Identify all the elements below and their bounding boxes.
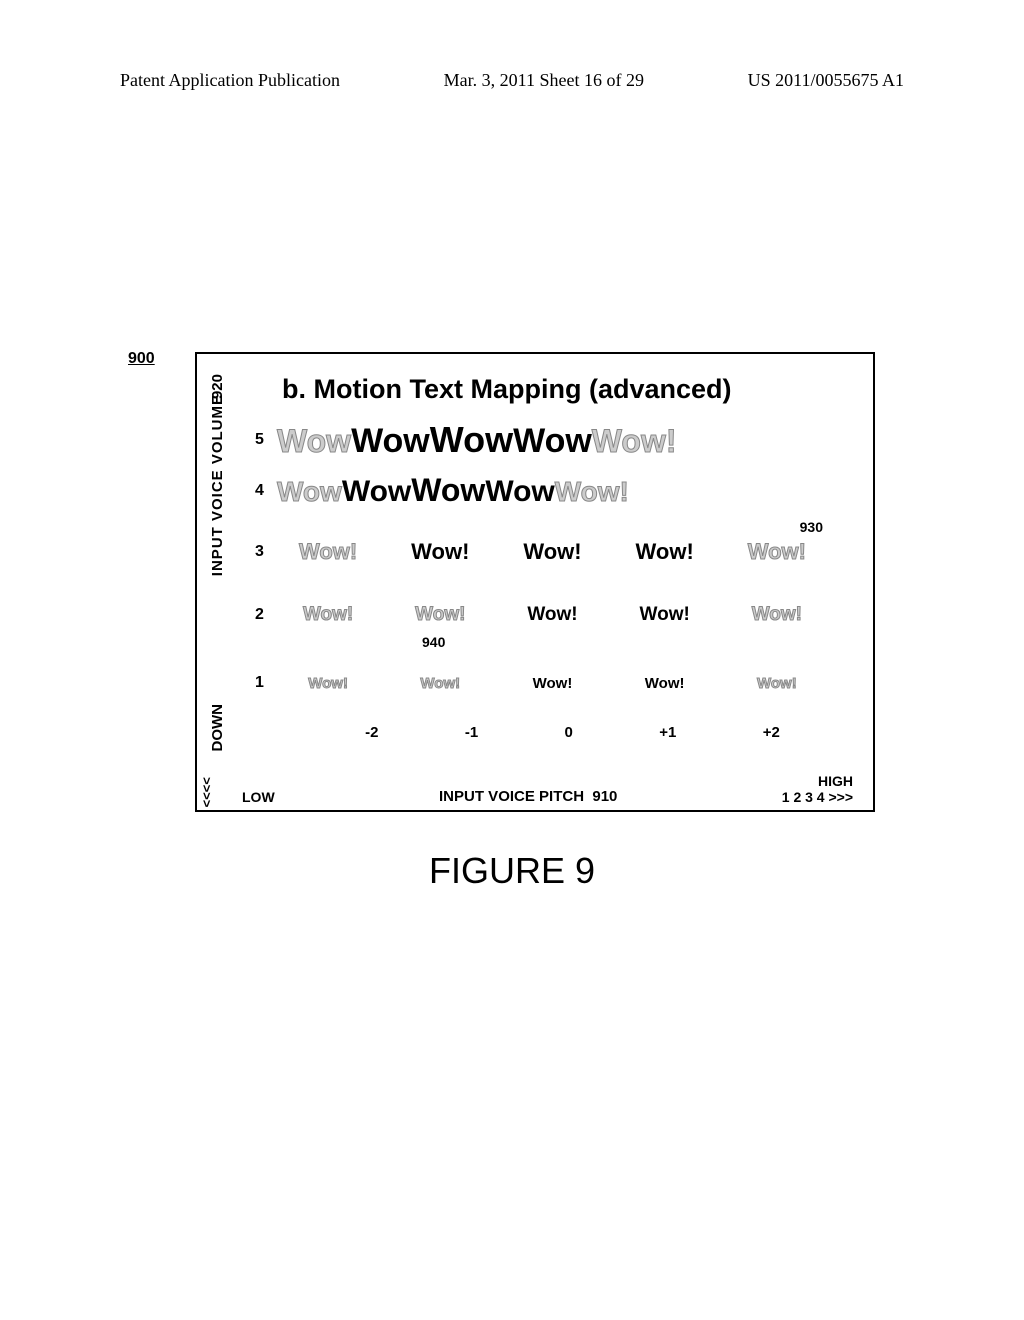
wow-cell: Wow xyxy=(411,472,485,509)
x-tick: -1 xyxy=(465,724,478,741)
grid-row-3: 3 Wow! Wow! Wow! Wow! Wow! xyxy=(247,539,863,565)
grid-row-5: 5 Wow Wow Wow Wow Wow! xyxy=(247,419,863,461)
row-num: 3 xyxy=(247,543,272,561)
row-num: 2 xyxy=(247,606,272,624)
wow-cell: Wow! xyxy=(415,604,465,626)
wow-cell: Wow! xyxy=(645,675,685,692)
x-tick-labels: -2 -1 0 +1 +2 xyxy=(322,724,823,741)
x-tick: +2 xyxy=(763,724,780,741)
wow-cell: Wow! xyxy=(299,539,357,565)
wow-cell: Wow! xyxy=(752,604,802,626)
wow-cell: Wow! xyxy=(303,604,353,626)
x-tick: +1 xyxy=(659,724,676,741)
wow-cell: Wow! xyxy=(757,675,797,692)
wow-cell: Wow! xyxy=(640,604,690,626)
x-tick: -2 xyxy=(365,724,378,741)
ref-940: 940 xyxy=(422,634,445,650)
wow-cell: Wow xyxy=(513,422,592,461)
x-axis-title-row: LOW INPUT VOICE PITCH 910 HIGH 1 2 3 4 >… xyxy=(197,773,873,805)
wow-cell: Wow xyxy=(485,475,554,509)
grid-row-2: 2 Wow! Wow! Wow! Wow! Wow! xyxy=(247,604,863,626)
wow-cell: Wow xyxy=(277,476,342,508)
wow-cell: Wow xyxy=(430,419,513,461)
wow-cell: Wow! xyxy=(555,476,629,508)
wow-cell: Wow! xyxy=(636,539,694,565)
x-axis-ref: 910 xyxy=(592,788,617,805)
figure-reference: 900 xyxy=(128,350,155,368)
wow-cell: Wow! xyxy=(411,539,469,565)
header-right: US 2011/0055675 A1 xyxy=(748,70,904,91)
x-low-label: LOW xyxy=(242,789,275,805)
x-axis-label: INPUT VOICE PITCH xyxy=(439,788,584,805)
header-left: Patent Application Publication xyxy=(120,70,340,91)
wow-cell: Wow! xyxy=(748,539,806,565)
x-high-nums: 1 2 3 4 >>> xyxy=(782,789,853,805)
wow-cell: Wow! xyxy=(420,675,460,692)
y-axis-down: DOWN xyxy=(209,704,226,752)
wow-cell: Wow xyxy=(351,422,430,461)
row-num: 4 xyxy=(247,482,272,500)
diagram-title: b. Motion Text Mapping (advanced) xyxy=(282,374,732,405)
wow-cell: Wow! xyxy=(592,423,677,460)
wow-cell: Wow xyxy=(342,475,411,509)
wow-cell: Wow! xyxy=(523,539,581,565)
wow-cell: Wow xyxy=(277,423,351,460)
y-axis-label: INPUT VOICE VOLUME xyxy=(209,394,226,576)
grid-row-1: 1 Wow! Wow! Wow! Wow! Wow! xyxy=(247,674,863,692)
ref-930: 930 xyxy=(800,519,823,535)
grid-row-4: 4 Wow Wow Wow Wow Wow! xyxy=(247,472,863,509)
diagram-box: b. Motion Text Mapping (advanced) 920 IN… xyxy=(195,352,875,812)
wow-cell: Wow! xyxy=(527,604,577,626)
header-mid: Mar. 3, 2011 Sheet 16 of 29 xyxy=(444,70,644,91)
x-high-label: HIGH xyxy=(782,773,853,789)
wow-cell: Wow! xyxy=(308,675,348,692)
page-header: Patent Application Publication Mar. 3, 2… xyxy=(0,70,1024,91)
row-num: 1 xyxy=(247,674,272,692)
x-tick: 0 xyxy=(565,724,573,741)
wow-cell: Wow! xyxy=(533,675,573,692)
figure-caption: FIGURE 9 xyxy=(0,850,1024,892)
row-num: 5 xyxy=(247,431,272,449)
chart-grid: 5 Wow Wow Wow Wow Wow! 4 Wow Wow Wow Wow… xyxy=(247,414,863,790)
